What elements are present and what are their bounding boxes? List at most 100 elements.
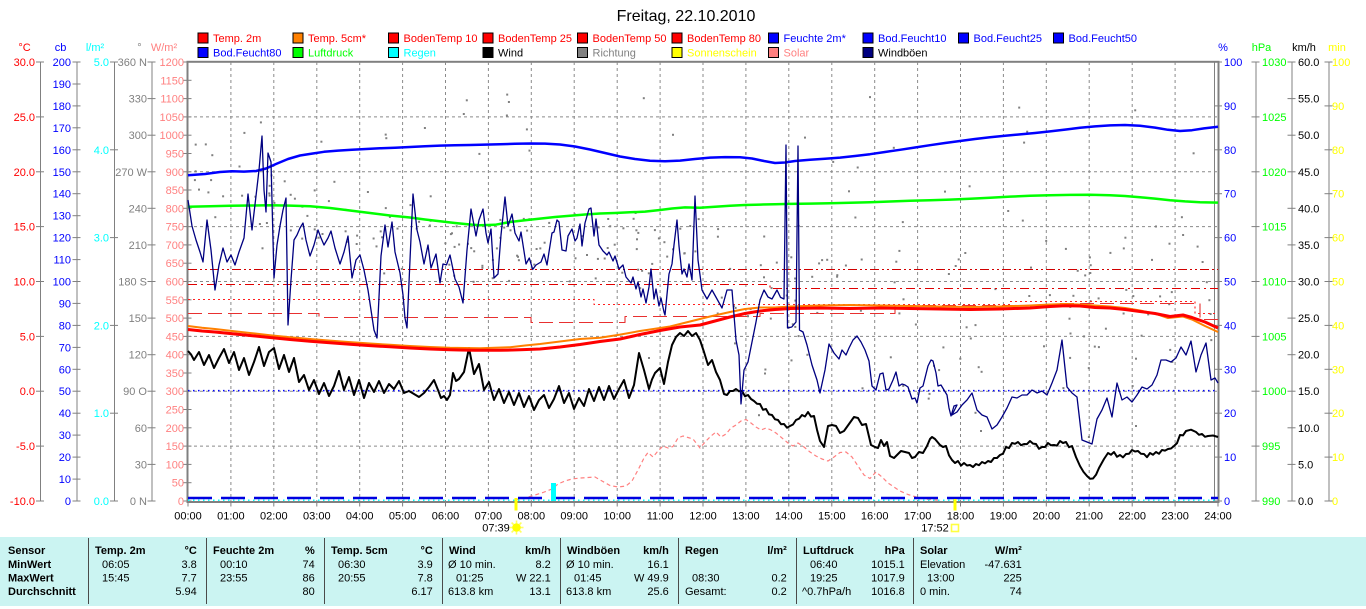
svg-text:Luftdruck: Luftdruck [803,545,855,557]
svg-text:10.0: 10.0 [14,277,35,289]
svg-text:°C: °C [18,42,30,54]
svg-text:1016.8: 1016.8 [871,586,905,598]
svg-text:-5.0: -5.0 [16,441,35,453]
svg-text:06:30: 06:30 [338,559,366,571]
svg-text:25.0: 25.0 [14,112,35,124]
svg-text:45.0: 45.0 [1298,167,1319,179]
svg-text:100: 100 [166,459,184,471]
svg-text:1015: 1015 [1262,222,1286,234]
svg-text:Feuchte 2m*: Feuchte 2m* [784,33,847,45]
svg-text:550: 550 [166,295,184,307]
svg-text:60.0: 60.0 [1298,57,1319,69]
svg-text:900: 900 [166,167,184,179]
svg-text:70: 70 [1332,189,1344,201]
svg-text:Temp. 2m: Temp. 2m [213,33,261,45]
svg-text:13:00: 13:00 [927,573,955,585]
svg-text:MaxWert: MaxWert [8,573,54,585]
svg-text:90: 90 [59,298,71,310]
svg-text:0: 0 [178,496,184,508]
svg-text:Temp. 2m: Temp. 2m [95,545,146,557]
svg-text:13.1: 13.1 [529,586,550,598]
svg-text:Bod.Feucht10: Bod.Feucht10 [878,33,947,45]
svg-text:Solar: Solar [784,48,810,60]
svg-text:0.2: 0.2 [772,573,787,585]
svg-text:1000: 1000 [160,130,184,142]
svg-text:0.0: 0.0 [94,496,109,508]
svg-text:3.0: 3.0 [94,233,109,245]
svg-text:500: 500 [166,313,184,325]
svg-text:09:00: 09:00 [560,511,588,523]
svg-text:225: 225 [1003,573,1021,585]
svg-text:30: 30 [1332,364,1344,376]
svg-text:07:00: 07:00 [475,511,503,523]
svg-text:14:00: 14:00 [775,511,803,523]
svg-text:BodenTemp 10: BodenTemp 10 [404,33,478,45]
svg-text:Luftdruck: Luftdruck [308,48,354,60]
svg-text:Wind: Wind [498,48,523,60]
svg-text:0.2: 0.2 [772,586,787,598]
svg-text:04:00: 04:00 [346,511,374,523]
svg-text:40: 40 [1224,320,1236,332]
svg-text:00:00: 00:00 [174,511,202,523]
svg-text:200: 200 [53,57,71,69]
svg-text:02:00: 02:00 [260,511,288,523]
svg-text:330: 330 [129,94,147,106]
svg-text:30: 30 [59,430,71,442]
svg-text:03:00: 03:00 [303,511,331,523]
svg-text:Elevation: Elevation [920,559,965,571]
svg-text:MinWert: MinWert [8,559,52,571]
svg-text:°C: °C [420,545,432,557]
svg-text:BodenTemp 50: BodenTemp 50 [593,33,667,45]
svg-text:17:52: 17:52 [921,523,949,535]
svg-text:18:00: 18:00 [947,511,975,523]
svg-text:0 N: 0 N [130,496,147,508]
svg-text:16.1: 16.1 [647,559,668,571]
svg-text:7.8: 7.8 [418,573,433,585]
svg-text:01:45: 01:45 [574,573,602,585]
svg-text:W 22.1: W 22.1 [516,573,551,585]
svg-text:Windböen: Windböen [567,545,620,557]
svg-text:06:05: 06:05 [102,559,130,571]
svg-text:120: 120 [53,233,71,245]
svg-text:W/m²: W/m² [995,545,1022,557]
svg-text:150: 150 [166,441,184,453]
svg-text:300: 300 [129,130,147,142]
svg-text:30.0: 30.0 [14,57,35,69]
svg-text:0: 0 [1332,496,1338,508]
svg-text:19:25: 19:25 [810,573,838,585]
svg-text:1005: 1005 [1262,331,1286,343]
svg-text:8.2: 8.2 [536,559,551,571]
svg-text:270 W: 270 W [115,167,147,179]
svg-text:Temp. 5cm: Temp. 5cm [331,545,388,557]
svg-text:hPa: hPa [885,545,906,557]
svg-text:00:10: 00:10 [220,559,248,571]
svg-text:60: 60 [59,364,71,376]
svg-text:250: 250 [166,405,184,417]
svg-text:°C: °C [184,545,196,557]
svg-text:10: 10 [1224,452,1236,464]
svg-text:60: 60 [1224,233,1236,245]
svg-text:1200: 1200 [160,57,184,69]
svg-text:80: 80 [303,586,315,598]
svg-text:50: 50 [59,386,71,398]
svg-text:Sensor: Sensor [8,545,46,557]
svg-text:6.17: 6.17 [411,586,432,598]
svg-text:1000: 1000 [1262,386,1286,398]
svg-text:16:00: 16:00 [861,511,889,523]
svg-text:190: 190 [53,79,71,91]
svg-text:20:55: 20:55 [338,573,366,585]
svg-text:Feuchte 2m: Feuchte 2m [213,545,274,557]
svg-text:40.0: 40.0 [1298,203,1319,215]
svg-text:1017.9: 1017.9 [871,573,905,585]
svg-text:450: 450 [166,331,184,343]
svg-text:08:30: 08:30 [692,573,720,585]
svg-text:20: 20 [59,452,71,464]
svg-text:800: 800 [166,203,184,215]
svg-text:5.0: 5.0 [94,57,109,69]
svg-text:1.0: 1.0 [94,408,109,420]
svg-text:750: 750 [166,222,184,234]
svg-text:90: 90 [1332,101,1344,113]
svg-text:140: 140 [53,189,71,201]
svg-text:Gesamt:: Gesamt: [685,586,727,598]
svg-text:07:39: 07:39 [482,523,510,535]
